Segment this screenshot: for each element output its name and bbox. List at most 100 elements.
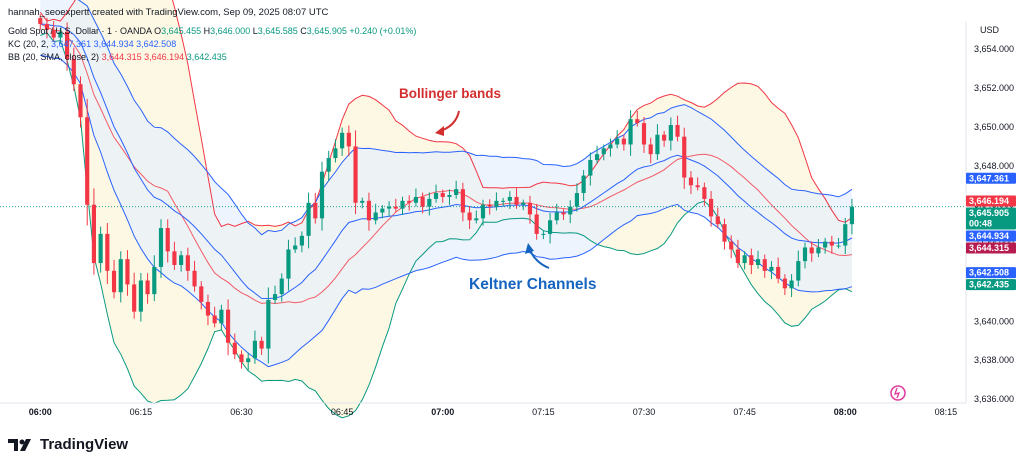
candle[interactable]	[702, 182, 707, 206]
candle[interactable]	[836, 237, 841, 249]
candle-body[interactable]	[407, 200, 412, 203]
candle-body[interactable]	[306, 202, 311, 236]
candle-body[interactable]	[427, 198, 432, 207]
candle-body[interactable]	[836, 245, 841, 247]
candle[interactable]	[78, 76, 83, 128]
candle-body[interactable]	[212, 315, 217, 324]
candle[interactable]	[319, 161, 325, 231]
candle[interactable]	[715, 207, 720, 229]
candle[interactable]	[272, 285, 278, 304]
candle-body[interactable]	[272, 294, 278, 300]
candle-body[interactable]	[353, 146, 358, 203]
candle[interactable]	[480, 199, 486, 226]
candle-body[interactable]	[38, 18, 43, 24]
candle-body[interactable]	[51, 29, 56, 38]
candle[interactable]	[246, 352, 251, 371]
candle[interactable]	[440, 189, 445, 203]
candle[interactable]	[527, 195, 533, 224]
candle-body[interactable]	[514, 196, 519, 205]
candle-body[interactable]	[71, 58, 76, 85]
candle[interactable]	[628, 110, 633, 156]
candle-body[interactable]	[279, 278, 284, 295]
candle[interactable]	[655, 124, 660, 161]
candle-body[interactable]	[474, 218, 479, 221]
candle-body[interactable]	[675, 125, 680, 137]
candle-body[interactable]	[433, 193, 439, 199]
candle[interactable]	[138, 272, 143, 322]
candle-body[interactable]	[125, 259, 130, 285]
candle[interactable]	[387, 201, 392, 217]
candle[interactable]	[749, 248, 754, 275]
candle[interactable]	[299, 231, 304, 253]
candle-body[interactable]	[641, 123, 647, 145]
candle[interactable]	[615, 130, 620, 149]
candle[interactable]	[447, 189, 452, 205]
candle-body[interactable]	[98, 233, 103, 264]
candle[interactable]	[554, 203, 559, 225]
candle[interactable]	[849, 198, 855, 235]
candle[interactable]	[635, 111, 640, 127]
candle-body[interactable]	[568, 206, 573, 215]
candle-body[interactable]	[420, 196, 425, 207]
candle[interactable]	[420, 192, 425, 214]
candle-body[interactable]	[447, 195, 452, 197]
candle-body[interactable]	[239, 354, 244, 363]
candle-body[interactable]	[85, 117, 90, 205]
candle-body[interactable]	[796, 261, 801, 281]
candle-body[interactable]	[729, 241, 734, 250]
candle-body[interactable]	[494, 200, 499, 207]
candle[interactable]	[132, 272, 137, 319]
candle-body[interactable]	[132, 284, 137, 312]
candle[interactable]	[467, 206, 472, 230]
candle[interactable]	[71, 47, 76, 91]
candle[interactable]	[226, 299, 231, 356]
candles-layer[interactable]	[38, 14, 855, 371]
candle[interactable]	[239, 350, 244, 369]
candle[interactable]	[729, 235, 734, 259]
candle-body[interactable]	[581, 175, 586, 194]
candle-body[interactable]	[501, 200, 506, 202]
symbol-name[interactable]: Gold Spot / U.S. Dollar · 1 · OANDA	[8, 26, 152, 36]
candle-body[interactable]	[628, 119, 633, 145]
candle[interactable]	[380, 205, 385, 219]
candle[interactable]	[145, 273, 150, 304]
candle-body[interactable]	[199, 286, 204, 302]
candle-body[interactable]	[340, 132, 345, 149]
candle-body[interactable]	[266, 299, 271, 349]
candle[interactable]	[199, 281, 204, 310]
candle[interactable]	[507, 191, 512, 210]
candle-body[interactable]	[400, 200, 405, 209]
candle[interactable]	[541, 230, 546, 240]
candle[interactable]	[514, 188, 519, 209]
candle[interactable]	[675, 115, 680, 142]
candle-body[interactable]	[709, 198, 714, 217]
candle[interactable]	[333, 139, 338, 163]
candle[interactable]	[581, 170, 586, 201]
candle[interactable]	[809, 241, 814, 262]
candle-body[interactable]	[286, 249, 291, 279]
candle[interactable]	[158, 219, 164, 279]
candle-body[interactable]	[467, 212, 472, 221]
candle[interactable]	[742, 251, 747, 270]
candle-body[interactable]	[776, 266, 781, 279]
candle[interactable]	[393, 198, 398, 212]
candle[interactable]	[454, 180, 459, 199]
candle[interactable]	[65, 22, 70, 71]
candle-body[interactable]	[460, 189, 465, 213]
candle-body[interactable]	[380, 208, 385, 213]
candle-body[interactable]	[78, 84, 83, 118]
candle-body[interactable]	[105, 233, 110, 271]
candle[interactable]	[51, 21, 56, 42]
candle[interactable]	[172, 241, 177, 270]
candle-body[interactable]	[158, 228, 164, 267]
candle-body[interactable]	[360, 200, 365, 203]
candle[interactable]	[58, 27, 63, 44]
candle-body[interactable]	[138, 280, 143, 312]
candle[interactable]	[534, 203, 539, 240]
candle-body[interactable]	[668, 125, 673, 141]
candle[interactable]	[762, 254, 767, 278]
candle[interactable]	[722, 218, 727, 250]
candle-body[interactable]	[682, 136, 687, 178]
candle[interactable]	[568, 200, 573, 224]
candle-body[interactable]	[702, 187, 707, 199]
